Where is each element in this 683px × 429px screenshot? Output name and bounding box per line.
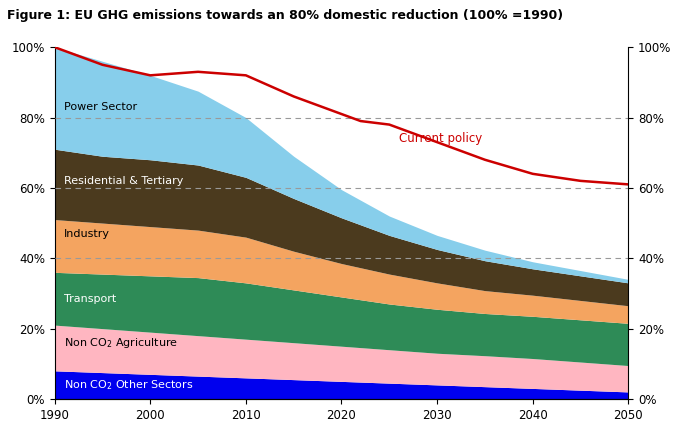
Text: Non CO$_2$ Other Sectors: Non CO$_2$ Other Sectors bbox=[64, 378, 193, 392]
Text: Power Sector: Power Sector bbox=[64, 102, 137, 112]
Text: Figure 1: EU GHG emissions towards an 80% domestic reduction (100% =1990): Figure 1: EU GHG emissions towards an 80… bbox=[7, 9, 563, 21]
Text: Current policy: Current policy bbox=[399, 132, 482, 145]
Text: Industry: Industry bbox=[64, 229, 110, 239]
Text: Transport: Transport bbox=[64, 294, 117, 304]
Text: Residential & Tertiary: Residential & Tertiary bbox=[64, 176, 184, 186]
Text: Non CO$_2$ Agriculture: Non CO$_2$ Agriculture bbox=[64, 335, 178, 350]
